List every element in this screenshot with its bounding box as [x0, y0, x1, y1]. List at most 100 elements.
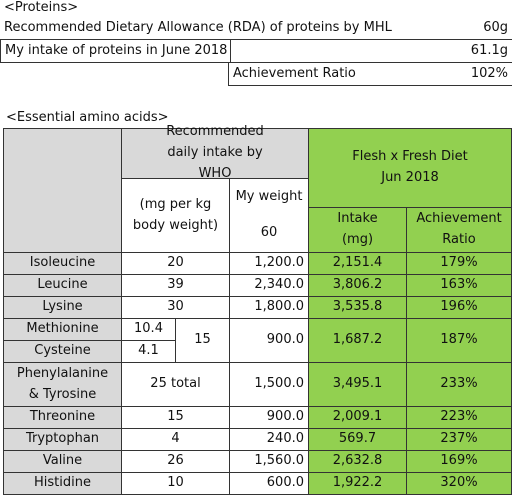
amino-name-cell: Histidine [3, 472, 122, 495]
who-value-cell: 30 [121, 296, 230, 319]
corner-cell [3, 128, 122, 253]
intake-value: 3,495.1 [332, 376, 383, 392]
who-value-cell: 4.1 [121, 340, 176, 363]
section-title: <Essential amino acids> [6, 109, 169, 125]
who-value-cell: 39 [121, 274, 230, 297]
ratio-value: 196% [440, 299, 478, 315]
intake-value-cell: 3,535.8 [308, 296, 407, 319]
amino-name: Cysteine [34, 343, 91, 359]
amino-name-cell: Tryptophan [3, 428, 122, 451]
header: My weight [235, 188, 303, 204]
amino-name-cell: Isoleucine [3, 252, 122, 275]
intake-value-cell: 3,495.1 [308, 362, 407, 407]
ratio-value-cell: 179% [406, 252, 512, 275]
amino-name-cell: Cysteine [3, 340, 122, 363]
ratio-value-cell: 169% [406, 450, 512, 473]
ratio-value-cell: 233% [406, 362, 512, 407]
ratio-value: 237% [440, 431, 478, 447]
intake-value: 2,632.8 [332, 453, 383, 469]
who-value-cell: 26 [121, 450, 230, 473]
intake-value-cell: 1,687.2 [308, 318, 407, 363]
amino-name: Histidine [34, 475, 91, 491]
amino-name-cell: Threonine [3, 406, 122, 429]
intake-value-cell: 569.7 [308, 428, 407, 451]
who-value-cell: 15 [121, 406, 230, 429]
amino-name: Methionine [26, 321, 99, 337]
header: Achievement Ratio [416, 211, 502, 247]
weight-value: 900.0 [266, 332, 304, 348]
weight-value: 600.0 [266, 475, 304, 491]
header-cell: Flesh x Fresh Diet Jun 2018 [308, 128, 512, 208]
intake-value: 3,806.2 [332, 277, 383, 293]
who-value: 30 [167, 299, 184, 315]
weight-value: 1,500.0 [254, 376, 304, 392]
intake-value: 1,922.2 [332, 475, 383, 491]
ratio-value-cell: 163% [406, 274, 512, 297]
weight-value: 1,800.0 [254, 299, 304, 315]
ratio-value: 169% [440, 453, 478, 469]
protein-value: 102% [470, 65, 508, 81]
protein-row: 61.1g [0, 40, 512, 63]
ratio-value-cell: 196% [406, 296, 512, 319]
weight-value: 1,200.0 [254, 255, 304, 271]
weight-value-cell: 1,500.0 [229, 362, 309, 407]
protein-label: Achievement Ratio [233, 65, 356, 81]
ratio-value: 223% [440, 409, 478, 425]
section-title: <Proteins> [4, 0, 200, 17]
intake-value: 3,535.8 [332, 299, 383, 315]
amino-name: Phenylalanine & Tyrosine [16, 365, 109, 402]
ratio-value: 233% [440, 376, 478, 392]
protein-label: My intake of proteins in June 2018 [5, 43, 228, 59]
intake-value-cell: 2,151.4 [308, 252, 407, 275]
amino-name-cell: Methionine [3, 318, 122, 341]
header: Recommended daily intake by WHO [166, 124, 264, 181]
who-value-cell: 15 [175, 318, 230, 363]
intake-value-cell: 3,806.2 [308, 274, 407, 297]
section-title: <Proteins> [4, 0, 79, 16]
header: (mg) [341, 232, 374, 247]
ratio-value-cell: 187% [406, 318, 512, 363]
amino-name-cell: Valine [3, 450, 122, 473]
ratio-value-cell: 320% [406, 472, 512, 495]
protein-row: Recommended Dietary Allowance (RDA) of p… [0, 17, 512, 40]
header-cell: Intake (mg) [308, 207, 407, 253]
amino-name: Threonine [29, 409, 96, 425]
intake-value-cell: 2,009.1 [308, 406, 407, 429]
weight-value: 1,560.0 [254, 453, 304, 469]
who-value: 26 [167, 453, 184, 469]
intake-value: 2,151.4 [332, 255, 383, 271]
header: (mg per kg body weight) [132, 196, 219, 233]
ratio-value-cell: 223% [406, 406, 512, 429]
protein-row: Achievement Ratio 102% [228, 63, 512, 86]
intake-value: 1,687.2 [332, 332, 383, 348]
weight-value-cell: 1,200.0 [229, 252, 309, 275]
intake-value: 569.7 [338, 431, 377, 447]
who-value: 25 total [150, 376, 201, 392]
who-value-cell: 25 total [121, 362, 230, 407]
header: Intake [337, 211, 378, 227]
protein-value: 61.1g [470, 42, 508, 58]
who-value: 39 [167, 277, 184, 293]
who-value: 15 [194, 332, 211, 348]
weight-value-cell: 2,340.0 [229, 274, 309, 297]
who-value: 10 [167, 475, 184, 491]
weight-value-cell: 1,800.0 [229, 296, 309, 319]
ratio-value: 179% [440, 255, 478, 271]
weight-value-cell: 900.0 [229, 406, 309, 429]
weight-value-cell: 900.0 [229, 318, 309, 363]
weight-value-cell: 600.0 [229, 472, 309, 495]
who-value: 15 [167, 409, 184, 425]
ratio-value: 163% [440, 277, 478, 293]
ratio-value: 187% [440, 332, 478, 348]
weight-value: 900.0 [266, 409, 304, 425]
intake-value: 2,009.1 [332, 409, 383, 425]
amino-name: Isoleucine [29, 255, 96, 271]
amino-name: Lysine [42, 299, 83, 315]
who-value: 4 [171, 431, 180, 447]
who-value: 10.4 [134, 321, 163, 337]
header-cell: Recommended daily intake by WHO [121, 124, 309, 181]
who-value-cell: 20 [121, 252, 230, 275]
who-value-cell: 4 [121, 428, 230, 451]
amino-name: Valine [42, 453, 83, 469]
